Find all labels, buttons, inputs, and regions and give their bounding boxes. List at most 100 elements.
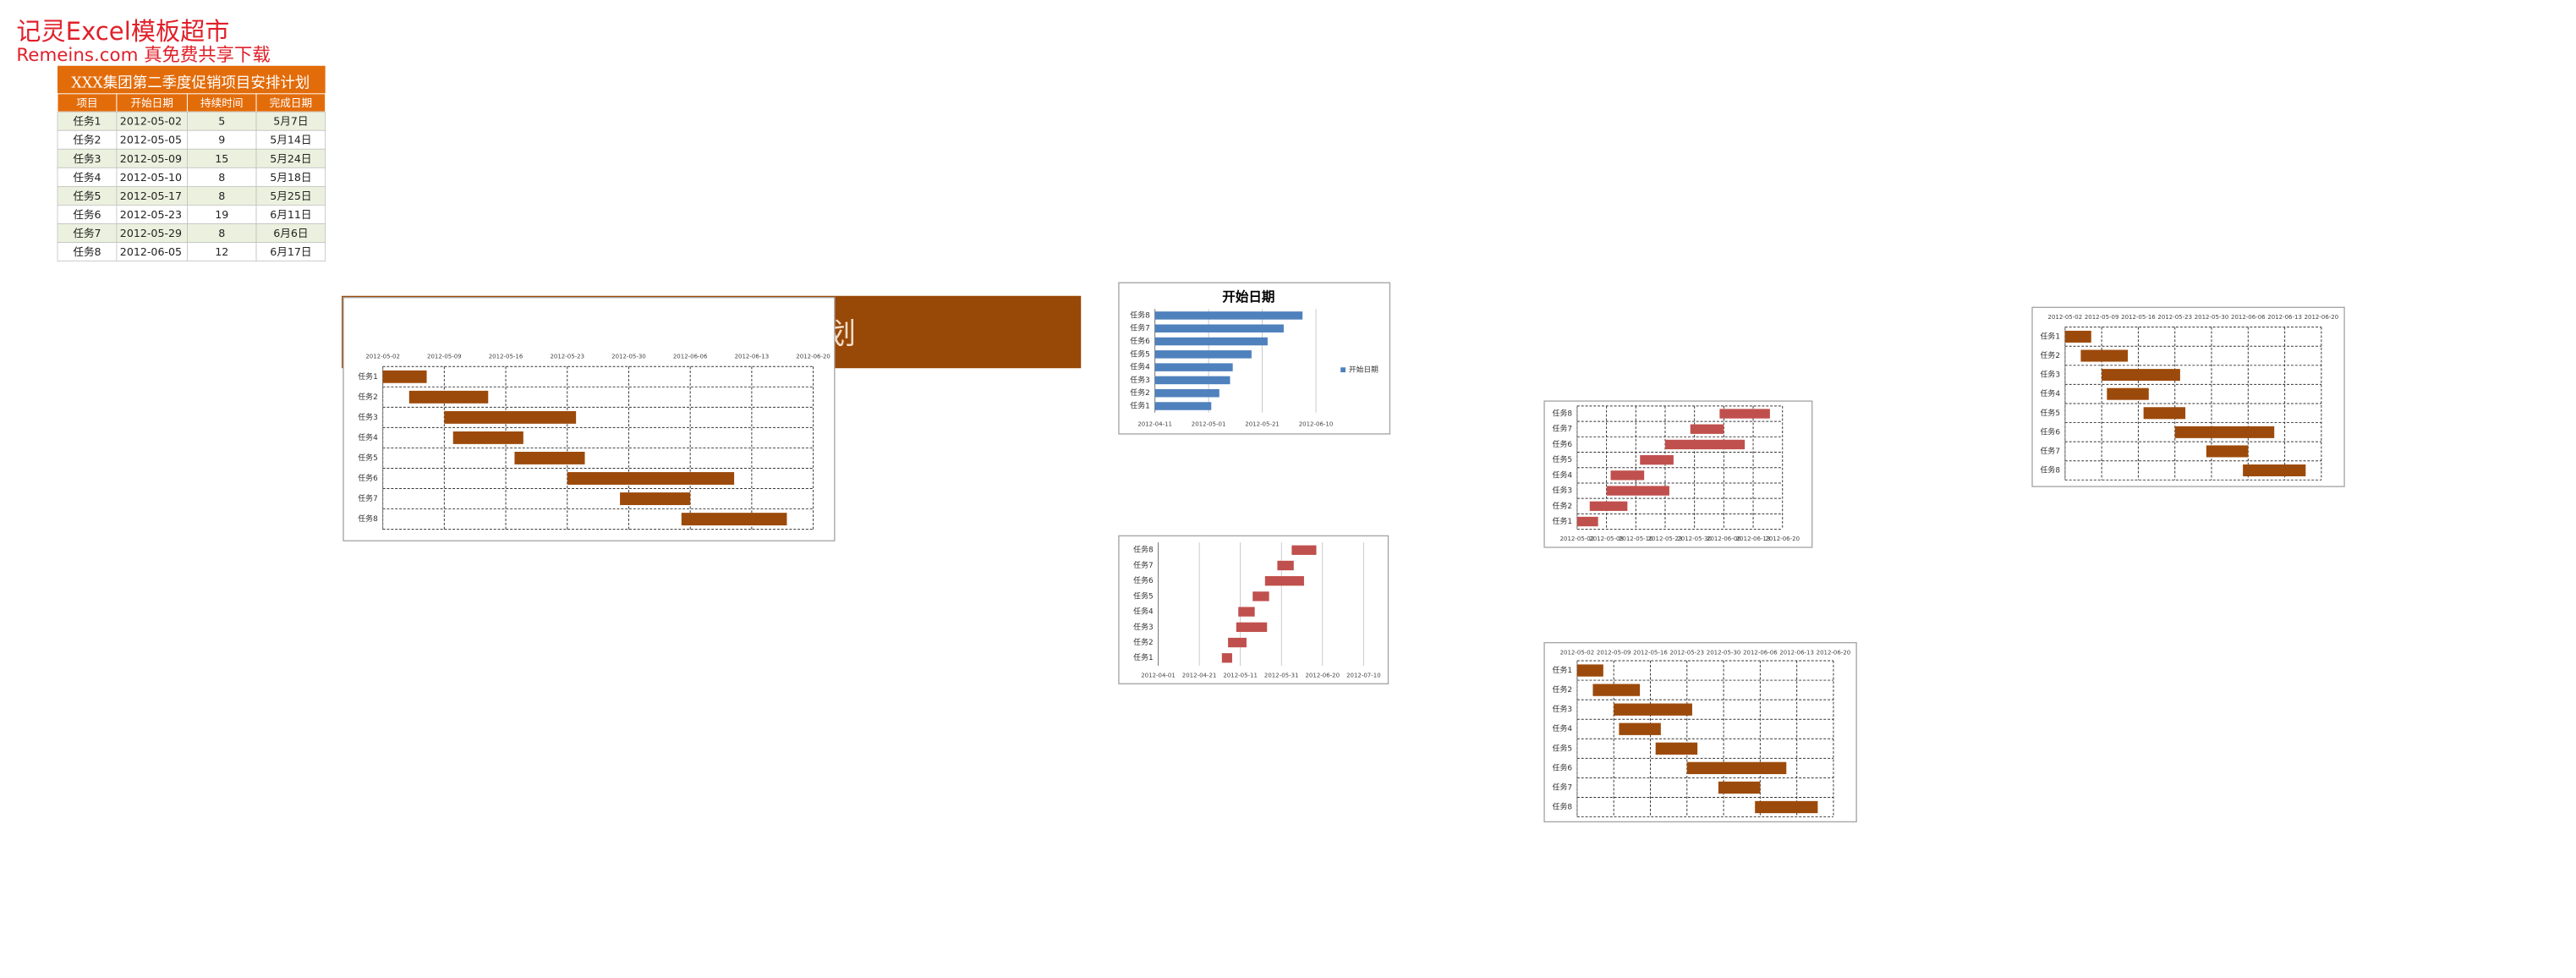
x-tick-label: 2012-06-20 [2305,314,2339,321]
cell-text: 任务8 [73,245,101,258]
y-tick-label: 任务8 [1130,310,1150,320]
x-tick-label: 2012-04-21 [1182,672,1217,679]
cell-text: 2012-05-09 [120,152,182,165]
x-tick-label: 2012-06-20 [1765,536,1800,542]
cell-text: 任务6 [73,208,101,221]
y-tick-label: 任务3 [1553,486,1573,496]
x-tick-label: 2012-06-06 [673,354,708,360]
bar [1640,454,1674,465]
header-text: 开始日期 [130,96,173,109]
x-tick-label: 2012-05-23 [2157,314,2192,321]
x-tick-label: 2012-05-30 [2195,314,2229,321]
x-tick-label: 2012-07-10 [1346,672,1381,679]
y-tick-label: 任务6 [1553,439,1573,449]
chart-frame [343,297,836,541]
bar [2107,387,2149,400]
cell-text: 8 [218,227,225,239]
y-tick-label: 任务8 [1553,409,1573,419]
x-tick-label: 2012-05-23 [1648,536,1683,542]
y-tick-label: 任务2 [1553,684,1573,695]
y-tick-label: 任务1 [2040,331,2060,341]
bar [1619,723,1661,735]
y-tick-label: 任务5 [1130,349,1150,359]
cell-text: 2012-05-17 [120,190,182,202]
bar [2206,445,2249,458]
x-tick-label: 2012-06-10 [1299,420,1334,427]
x-tick-label: 2012-05-31 [1264,672,1299,679]
bar [1755,800,1818,814]
y-tick-label: 任务4 [358,432,378,442]
y-tick-label: 任务8 [1133,545,1154,555]
bar [1154,363,1233,371]
cell-text: 任务4 [73,171,101,184]
y-tick-label: 任务8 [2040,465,2060,475]
legend-label: 开始日期 [1349,365,1378,375]
bar [1610,470,1645,481]
y-tick-label: 任务7 [1130,323,1150,333]
bar [567,472,735,485]
y-tick-label: 任务7 [358,493,378,503]
bar [382,370,427,383]
cell-text: 任务1 [73,115,101,128]
bar [1252,591,1269,602]
bar [1238,607,1255,617]
x-tick-label: 2012-06-20 [1817,649,1851,656]
bar [1221,653,1232,663]
bar [408,390,489,404]
cell-text: 任务3 [73,152,101,165]
y-tick-label: 任务3 [2040,370,2060,380]
y-tick-label: 任务5 [358,453,378,463]
cell-text: 任务7 [73,227,101,239]
y-tick-label: 任务5 [1553,454,1573,464]
bar [1264,576,1304,586]
cell-text: 2012-05-29 [120,227,182,239]
x-tick-label: 2012-05-02 [1560,649,1595,656]
x-tick-label: 2012-05-09 [1589,536,1624,542]
y-tick-label: 任务2 [1130,387,1150,398]
bar [1154,402,1212,410]
x-tick-label: 2012-05-16 [1619,536,1653,542]
y-tick-label: 任务5 [2040,408,2060,418]
bar [1718,781,1761,794]
cell-text: 15 [215,152,228,165]
y-tick-label: 任务7 [2040,446,2060,456]
cell-text: 5月25日 [270,190,311,202]
cell-text: 5月7日 [273,115,308,128]
x-tick-label: 2012-06-20 [796,354,830,360]
header-text: 项目 [76,96,97,109]
watermark-title: 记灵Excel模板超市 [16,17,229,46]
bar [2174,426,2275,438]
x-tick-label: 2012-06-20 [1305,672,1340,679]
bar [444,410,577,424]
bar [1690,424,1724,434]
bar [681,513,787,526]
watermark-subtitle: Remeins.com 真免费共享下载 [16,45,270,66]
bar [1228,637,1247,648]
y-tick-label: 任务4 [2040,388,2060,398]
x-tick-label: 2012-06-06 [2231,314,2266,321]
table-title: XXX集团第二季度促销项目安排计划 [71,75,310,92]
x-tick-label: 2012-05-23 [550,354,584,360]
x-tick-label: 2012-06-13 [1779,649,1814,656]
x-tick-label: 2012-05-09 [427,354,462,360]
cell-text: 5 [218,115,225,128]
x-tick-label: 2012-05-30 [611,354,646,360]
y-tick-label: 任务3 [1130,375,1150,385]
x-tick-label: 2012-05-02 [1560,536,1595,542]
bar [1576,664,1603,677]
y-tick-label: 任务8 [1553,802,1573,812]
x-tick-label: 2012-05-09 [1597,649,1631,656]
y-tick-label: 任务3 [1553,704,1573,714]
cell-text: 19 [215,208,228,221]
bar [1592,684,1641,696]
bar [1236,622,1268,632]
y-tick-label: 任务6 [1133,575,1154,585]
x-tick-label: 2012-05-21 [1245,420,1280,427]
bar [1154,350,1252,359]
cell-text: 9 [218,134,225,146]
bar [1154,376,1230,385]
x-tick-label: 2012-05-23 [1669,649,1704,656]
bar [452,431,523,444]
bar [1291,545,1317,555]
cell-text: 6月17日 [270,245,311,258]
